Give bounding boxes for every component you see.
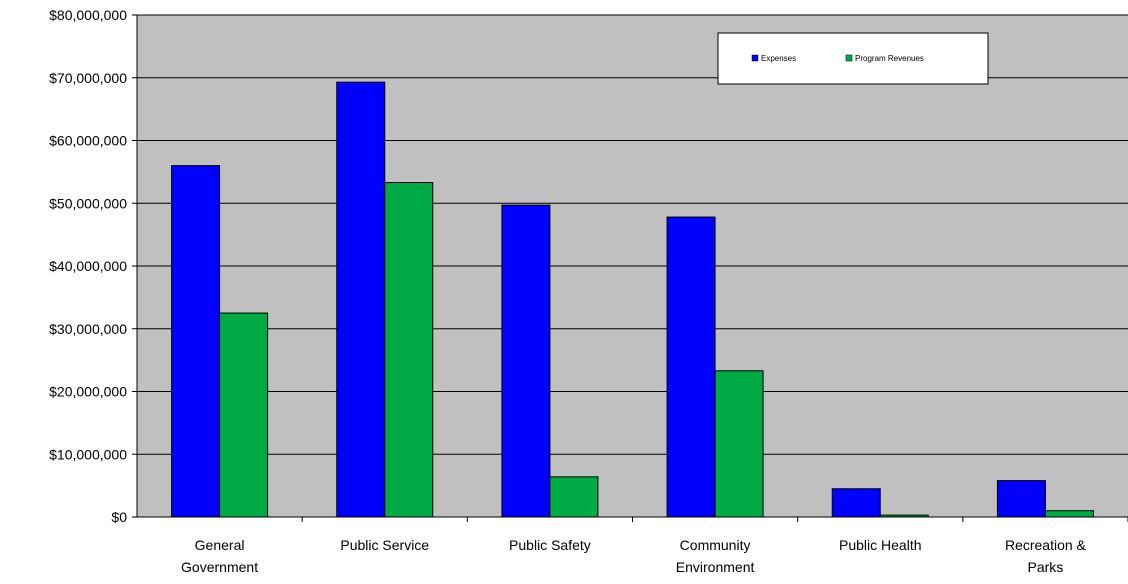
bar-program-revenues xyxy=(219,312,269,518)
bar-expenses xyxy=(831,488,881,518)
x-category-label-line: Recreation & xyxy=(1005,537,1087,553)
x-category-label-line: Government xyxy=(181,559,258,575)
x-category-label: General Government xyxy=(181,537,258,575)
legend-box xyxy=(717,32,989,85)
x-category-label-line: General xyxy=(195,537,245,553)
y-tick-label: $50,000,000 xyxy=(49,195,127,211)
x-category-label-line: Public Service xyxy=(340,537,429,553)
x-category-label: Recreation & Parks xyxy=(1005,537,1087,575)
bar-program-revenues xyxy=(384,182,434,518)
x-category-label-line: Public Safety xyxy=(509,537,591,553)
y-tick-label: $20,000,000 xyxy=(49,384,127,400)
x-axis-category-labels: General Government Public Service Public Sa… xyxy=(181,517,1128,575)
y-tick-label: $60,000,000 xyxy=(49,133,127,149)
bar-expenses xyxy=(501,204,551,518)
y-tick-label: $80,000,000 xyxy=(49,7,127,23)
x-category-label: Community Environment xyxy=(676,537,755,575)
y-tick-label: $0 xyxy=(111,509,127,525)
y-axis-ticks: $0 $10,000,000 $20,000,000 $30,000,000 $40,0… xyxy=(49,7,137,525)
x-category-label: Public Safety xyxy=(509,537,591,553)
bar-program-revenues xyxy=(714,370,764,518)
x-category-label-line: Environment xyxy=(676,559,755,575)
legend-label-program-revenues: Program Revenues xyxy=(855,54,924,63)
bar-program-revenues xyxy=(549,476,599,518)
y-tick-label: $10,000,000 xyxy=(49,446,127,462)
legend-swatch-program-revenues xyxy=(845,54,853,62)
y-tick-label: $30,000,000 xyxy=(49,321,127,337)
bar-expenses xyxy=(996,480,1046,518)
x-category-label-line: Public Health xyxy=(839,537,922,553)
y-tick-label: $70,000,000 xyxy=(49,70,127,86)
x-category-label-line: Parks xyxy=(1028,559,1064,575)
legend-label-expenses: Expenses xyxy=(761,54,796,63)
x-category-label: Public Service xyxy=(340,537,429,553)
y-tick-label: $40,000,000 xyxy=(49,258,127,274)
bar-expenses xyxy=(171,165,221,518)
legend: Expenses Program Revenues xyxy=(717,32,989,85)
x-category-label-line: Community xyxy=(680,537,751,553)
bars xyxy=(171,81,1094,518)
legend-swatch-expenses xyxy=(751,54,759,62)
bar-program-revenues xyxy=(1044,510,1094,518)
bar-expenses xyxy=(336,81,386,518)
bar-expenses xyxy=(666,216,716,518)
x-category-label: Public Health xyxy=(839,537,922,553)
